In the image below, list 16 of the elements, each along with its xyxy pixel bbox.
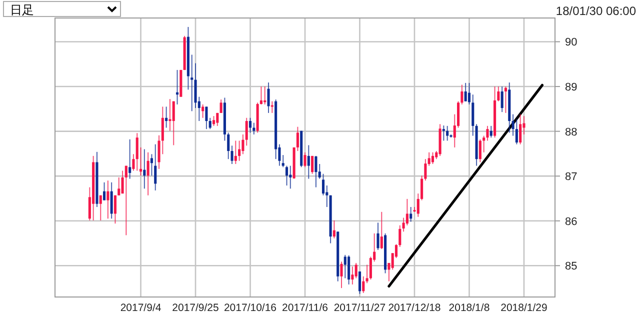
- y-tick-label: 87: [565, 171, 578, 184]
- y-tick-label: 85: [565, 260, 578, 273]
- x-tick-label: 2017/9/4: [120, 302, 162, 314]
- y-tick-label: 88: [565, 126, 578, 138]
- control-dropdown: 日足: [3, 1, 121, 17]
- x-tick-label: 2018/1/29: [500, 302, 548, 314]
- x-tick-label: 2017/12/18: [388, 302, 441, 314]
- y-tick-label: 86: [565, 216, 578, 228]
- x-tick-label: 2017/9/25: [172, 302, 220, 314]
- x-tick-label: 2017/11/27: [334, 302, 386, 314]
- y-tick-label: 90: [565, 36, 578, 49]
- x-tick-label: 2017/11/6: [282, 302, 328, 314]
- x-tick-label: 2018/1/8: [448, 302, 490, 314]
- text: 18/01/30 06:00: [556, 4, 636, 18]
- x-tick-label: 2017/10/16: [224, 302, 277, 314]
- y-tick-label: 89: [565, 82, 578, 94]
